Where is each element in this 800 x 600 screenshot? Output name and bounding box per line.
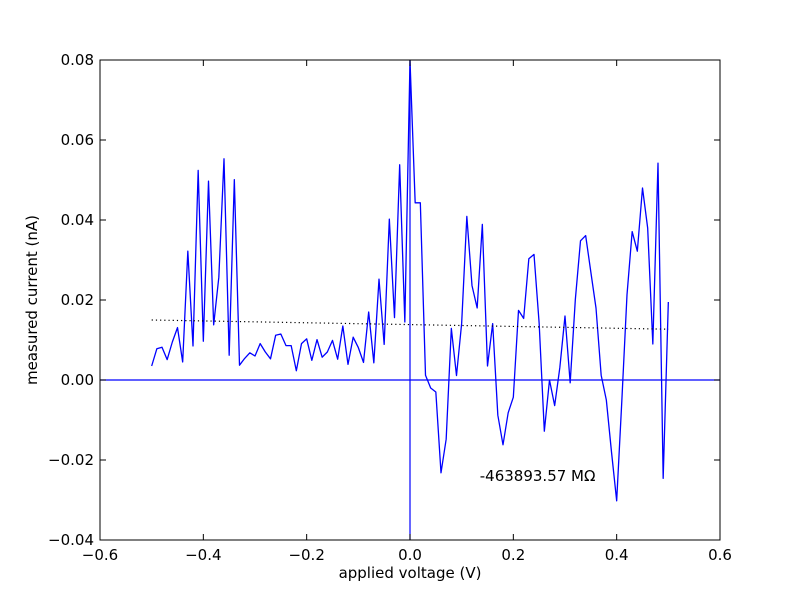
y-axis-label: measured current (nA) [23,215,41,385]
x-tick-label: 0.4 [605,546,629,564]
x-tick-label: −0.2 [288,546,324,564]
x-tick-label: 0.0 [398,546,422,564]
x-tick-label: 0.6 [708,546,732,564]
y-tick-label: 0.00 [61,371,94,389]
reference-lines [100,60,720,540]
ticks-layer: −0.6 −0.4 −0.2 0.0 0.2 0.4 0.6 −0.04 −0.02 0.00 0.… [48,51,732,564]
y-tick-label: −0.04 [48,531,94,549]
y-tick-label: 0.04 [61,211,94,229]
resistance-annotation: -463893.57 MΩ [480,467,596,485]
x-axis-label: applied voltage (V) [339,564,482,582]
x-tick-label: −0.6 [82,546,118,564]
y-tick-label: 0.02 [61,291,94,309]
y-tick-label: −0.02 [48,451,94,469]
x-tick-label: 0.2 [501,546,525,564]
y-tick-label: 0.08 [61,51,94,69]
y-tick-label: 0.06 [61,131,94,149]
x-tick-label: −0.4 [185,546,221,564]
